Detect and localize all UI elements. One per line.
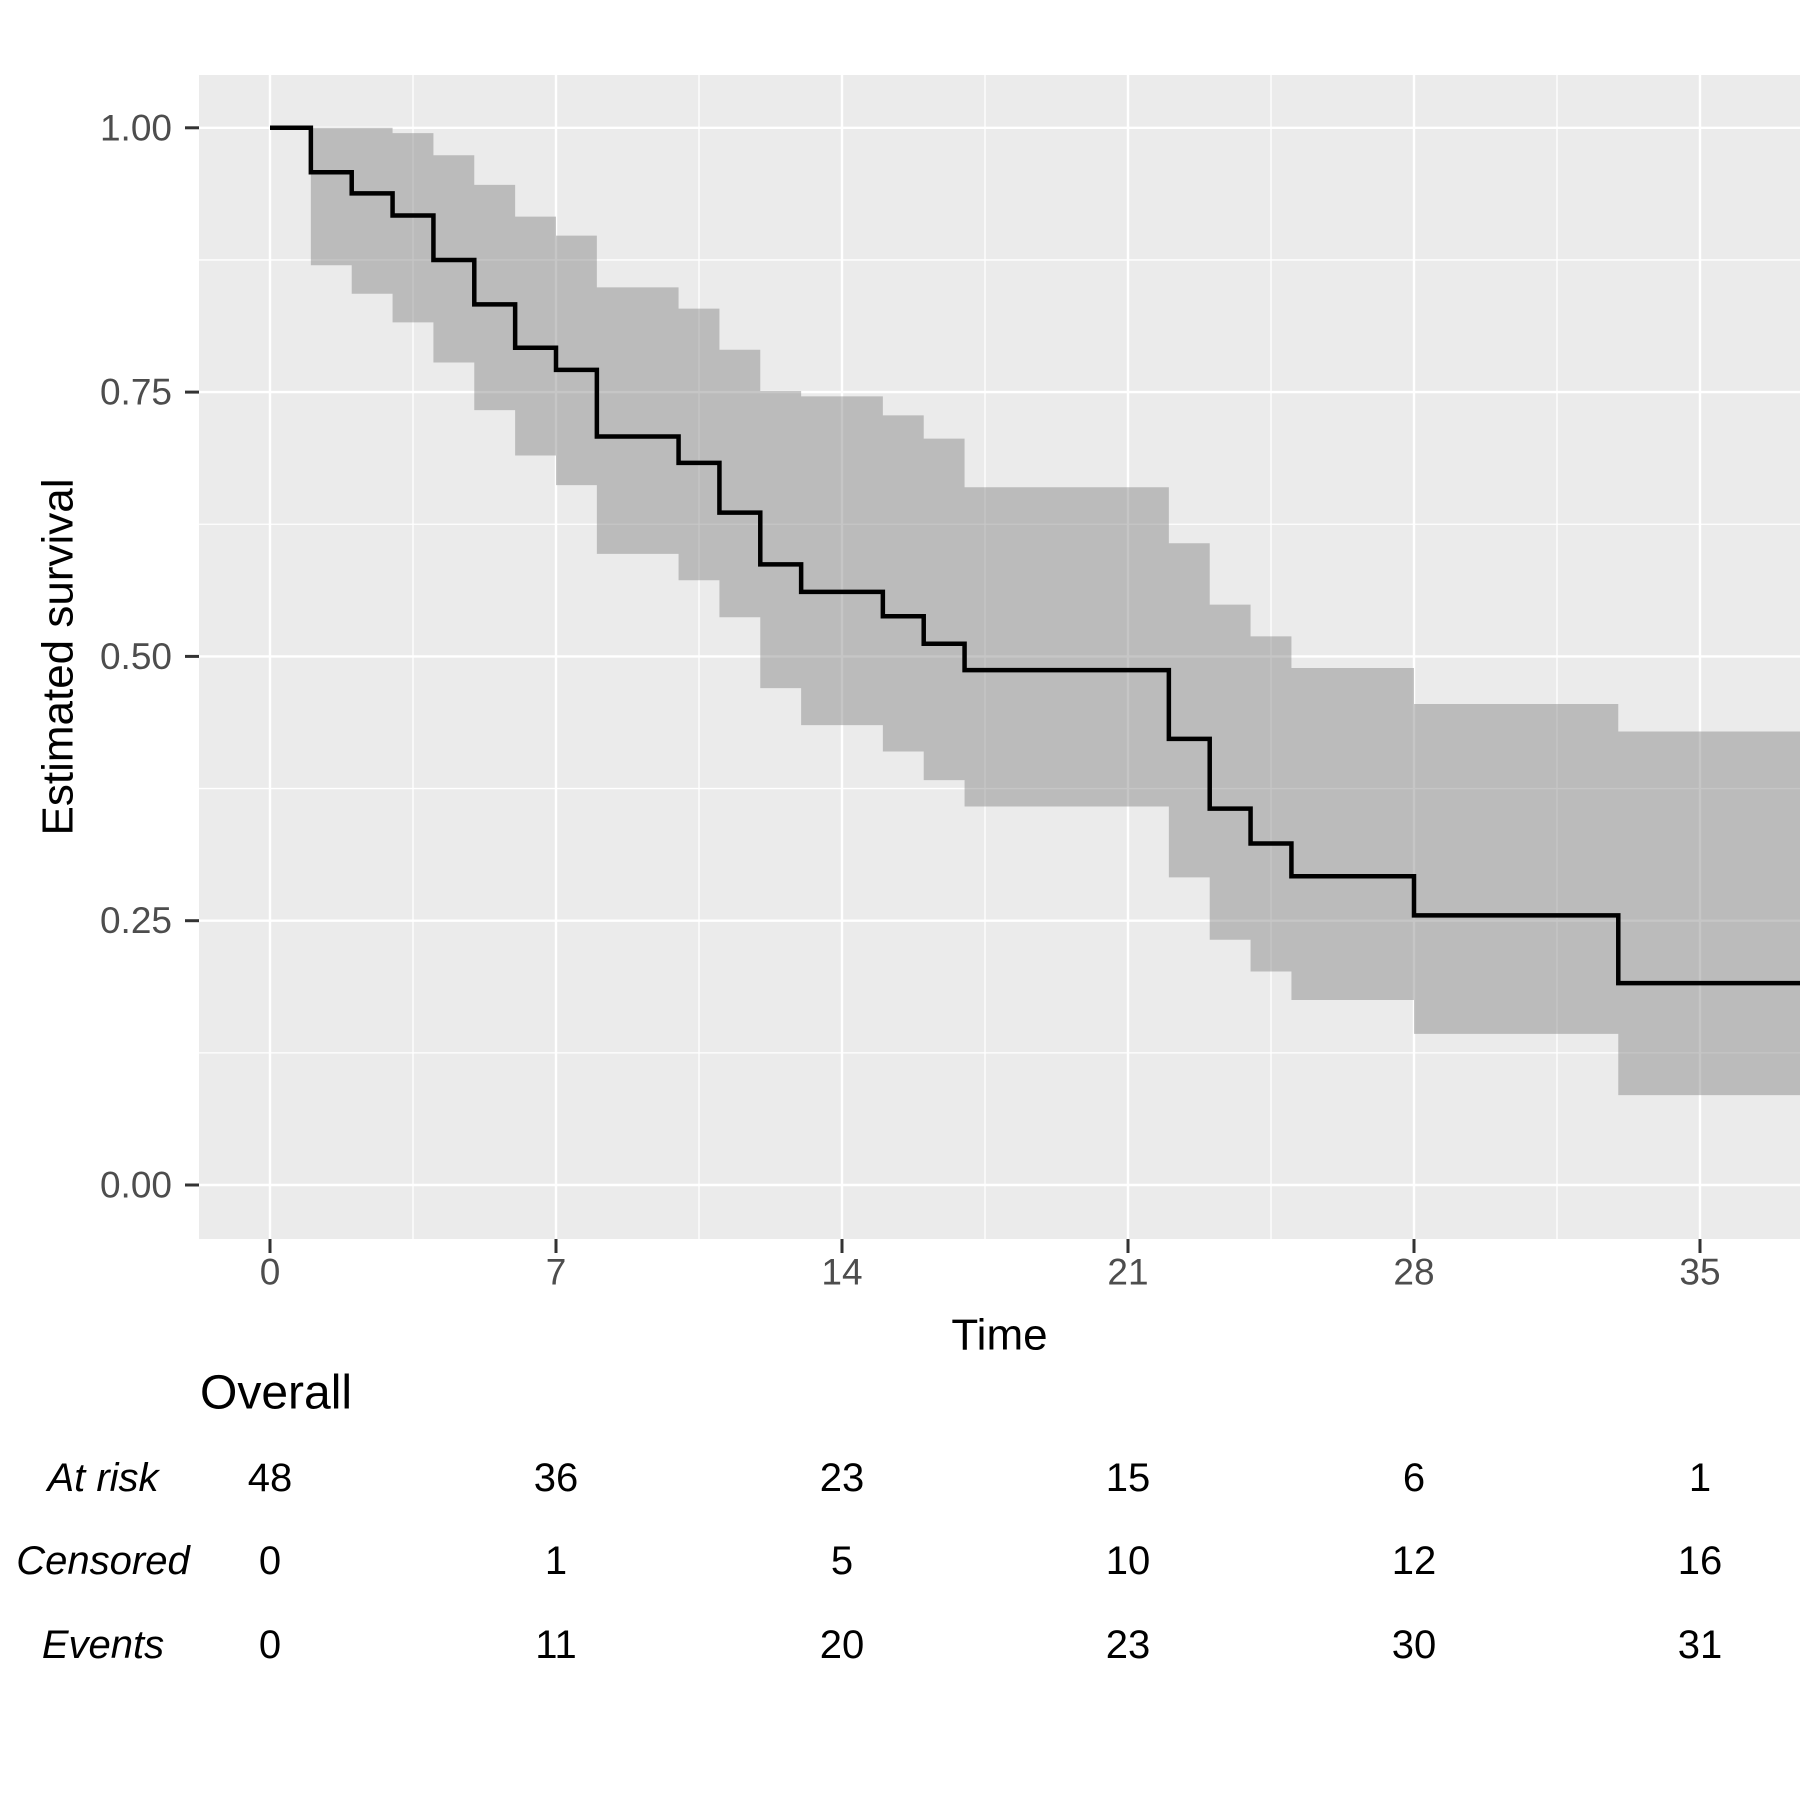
grid-major [199,75,1800,1239]
risk-table-value: 0 [259,1623,281,1667]
survival-curve [270,125,1800,986]
y-axis-tick-label: 0.00 [100,1165,172,1206]
x-axis: 0 7 14 21 28 35 [260,1239,1721,1293]
risk-table-value: 23 [820,1456,865,1500]
y-axis-tick-label: 0.50 [100,636,172,677]
risk-table-title: Overall [200,1367,352,1420]
risk-table-value: 11 [535,1623,577,1667]
y-axis-tick-label: 0.75 [100,372,172,413]
risk-table-row-label: Censored [16,1539,191,1583]
grid-minor [199,75,1800,1239]
risk-table-value: 15 [1106,1456,1151,1500]
x-axis-tick-label: 21 [1107,1252,1148,1293]
risk-table-row-label: Events [42,1623,164,1667]
risk-table-value: 16 [1678,1539,1723,1583]
y-axis-tick-label: 0.25 [100,900,172,941]
risk-table-value: 20 [820,1623,865,1667]
y-axis-title: Estimated survival [34,478,83,835]
risk-table-value: 10 [1106,1539,1151,1583]
risk-table-value: 31 [1678,1623,1723,1667]
x-axis-title: Time [951,1311,1047,1360]
x-axis-tick-label: 14 [821,1252,862,1293]
confidence-band [310,127,1800,1096]
risk-table-value: 36 [534,1456,579,1500]
risk-table-value: 23 [1106,1623,1151,1667]
risk-table-value: 48 [248,1456,293,1500]
risk-table-value: 30 [1392,1623,1437,1667]
x-axis-tick-label: 35 [1679,1252,1720,1293]
y-axis: 0.00 0.25 0.50 0.75 1.00 [100,107,199,1206]
risk-table-row: At risk 48 36 23 15 6 1 [45,1456,1711,1500]
y-axis-tick-label: 1.00 [100,107,172,148]
risk-table-value: 5 [831,1539,853,1583]
risk-table-row-label: At risk [45,1456,160,1500]
risk-table-value: 6 [1403,1456,1425,1500]
x-axis-tick-label: 28 [1393,1252,1434,1293]
x-axis-tick-label: 7 [546,1252,567,1293]
risk-table-row: Events 0 11 20 23 30 31 [42,1623,1722,1667]
risk-table-value: 1 [1689,1456,1711,1500]
risk-table-row: Censored 0 1 5 10 12 16 [16,1539,1722,1583]
risk-table-value: 12 [1392,1539,1437,1583]
risk-table-value: 0 [259,1539,281,1583]
x-axis-tick-label: 0 [260,1252,281,1293]
risk-table-value: 1 [545,1539,567,1583]
